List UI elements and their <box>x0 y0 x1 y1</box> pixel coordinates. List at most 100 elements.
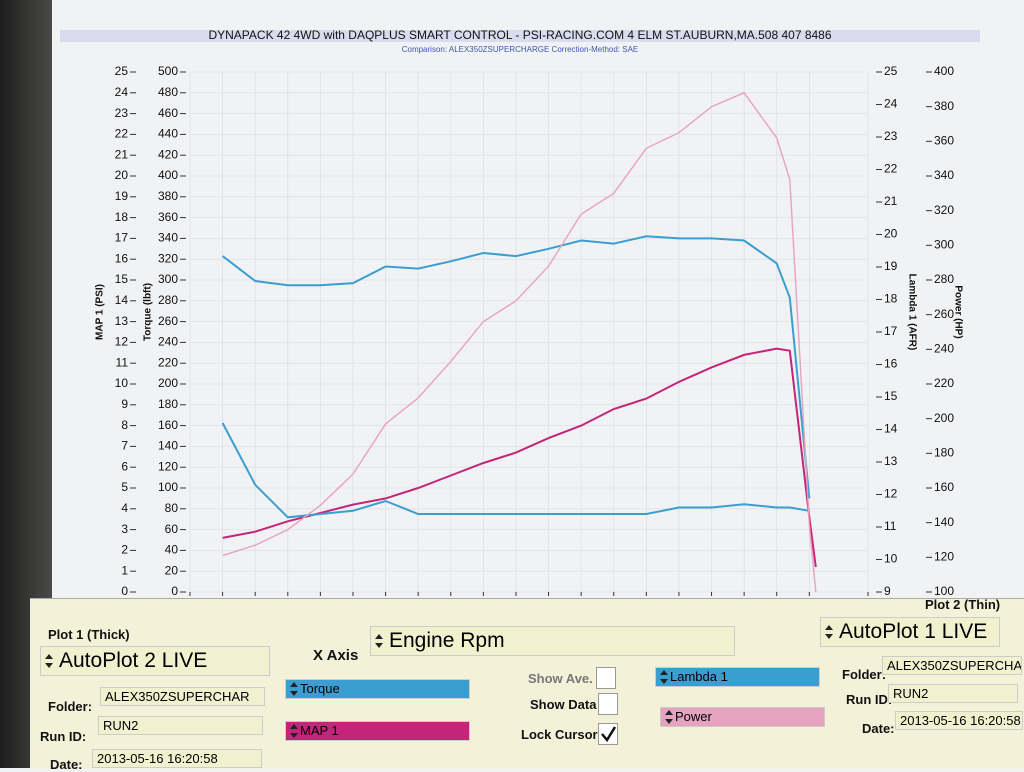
y-tick-label: 12 <box>884 487 898 501</box>
y-tick-label: 360 <box>158 210 178 224</box>
y-tick-label: 140 <box>934 515 954 529</box>
channel-select[interactable]: Torque <box>285 679 470 699</box>
x-axis-label: X Axis <box>313 647 359 664</box>
y-tick-label: 10 <box>115 376 129 390</box>
y-axis-label: Lambda 1 (AFR) <box>906 274 917 351</box>
y-axis-label: Torque (lbft) <box>143 283 154 341</box>
y-tick-label: 22 <box>884 162 898 176</box>
control-panel: Plot 1 (Thick) AutoPlot 2 LIVE Folder: A… <box>30 597 1024 772</box>
y-tick-label: 9 <box>121 397 128 411</box>
y-tick-label: 400 <box>934 64 954 78</box>
y-tick-label: 280 <box>158 293 178 307</box>
y-tick-label: 15 <box>884 389 898 403</box>
y-tick-label: 480 <box>158 85 178 99</box>
series-line <box>221 422 810 519</box>
checkbox[interactable] <box>596 667 616 689</box>
y-tick-label: 19 <box>115 189 129 203</box>
y-tick-label: 180 <box>934 446 954 460</box>
y-tick-label: 140 <box>158 439 178 453</box>
x-axis-select[interactable]: Engine Rpm <box>370 626 735 656</box>
plot1-date-label: Date: <box>50 757 83 772</box>
y-tick-label: 20 <box>165 563 179 577</box>
chart: DYNAPACK 42 4WD with DAQPLUS SMART CONTR… <box>60 28 980 600</box>
y-tick-label: 460 <box>158 106 178 120</box>
y-tick-label: 13 <box>115 314 129 328</box>
series-line <box>222 347 817 568</box>
y-tick-label: 22 <box>115 127 129 141</box>
check-mark <box>601 726 617 743</box>
plot2-date[interactable]: 2013-05-16 16:20:58 <box>895 711 1023 730</box>
y-tick-label: 8 <box>121 418 128 432</box>
y-tick-label: 220 <box>934 376 954 390</box>
y-tick-label: 23 <box>115 106 129 120</box>
y-tick-label: 15 <box>115 272 129 286</box>
y-tick-label: 440 <box>158 127 178 141</box>
plot1-source[interactable]: AutoPlot 2 LIVE <box>40 646 270 676</box>
y-tick-label: 3 <box>121 522 128 536</box>
y-tick-label: 11 <box>884 519 897 533</box>
y-tick-label: 280 <box>934 272 954 286</box>
series-line <box>221 235 811 499</box>
y-tick-label: 2 <box>121 543 128 557</box>
option-label: Show Data <box>530 697 597 712</box>
plot2-date-label: Date: <box>862 721 895 736</box>
plot2-folder[interactable]: ALEX350ZSUPERCHAR <box>882 656 1022 675</box>
y-tick-label: 80 <box>165 501 179 515</box>
y-tick-label: 18 <box>115 210 129 224</box>
option-label: Show Ave. <box>528 671 593 686</box>
y-tick-label: 21 <box>115 147 129 161</box>
y-axis-label: Power (HP) <box>952 285 963 338</box>
y-tick-label: 40 <box>165 543 179 557</box>
plot1-date[interactable]: 2013-05-16 16:20:58 <box>92 749 262 768</box>
y-tick-label: 260 <box>934 307 954 321</box>
y-tick-label: 300 <box>158 272 178 286</box>
y-tick-label: 14 <box>884 422 898 436</box>
y-tick-label: 100 <box>934 584 954 598</box>
chart-title: DYNAPACK 42 4WD with DAQPLUS SMART CONTR… <box>208 28 831 42</box>
y-tick-label: 14 <box>115 293 129 307</box>
y-tick-label: 500 <box>158 64 178 78</box>
y-tick-label: 16 <box>884 357 898 371</box>
y-tick-label: 200 <box>158 376 178 390</box>
y-tick-label: 11 <box>116 355 129 369</box>
y-tick-label: 380 <box>934 99 954 113</box>
y-tick-label: 100 <box>158 480 178 494</box>
y-tick-label: 400 <box>158 168 178 182</box>
y-tick-label: 320 <box>158 251 178 265</box>
y-tick-label: 19 <box>884 259 898 273</box>
y-tick-label: 0 <box>121 584 128 598</box>
y-tick-label: 240 <box>934 342 954 356</box>
y-tick-label: 18 <box>884 292 898 306</box>
y-tick-label: 120 <box>934 550 954 564</box>
plot2-folder-label: Folder: <box>842 667 887 682</box>
channel-select[interactable]: Power <box>660 707 825 727</box>
y-tick-label: 120 <box>158 459 178 473</box>
plot2-source[interactable]: AutoPlot 1 LIVE <box>820 617 1000 647</box>
plot1-title: Plot 1 (Thick) <box>48 627 130 642</box>
y-tick-label: 5 <box>121 480 128 494</box>
checkbox[interactable] <box>598 723 618 745</box>
series-line <box>222 91 817 593</box>
plot1-run[interactable]: RUN2 <box>98 716 263 735</box>
y-tick-label: 320 <box>934 203 954 217</box>
y-tick-label: 300 <box>934 238 954 252</box>
y-tick-label: 10 <box>884 552 898 566</box>
channel-select[interactable]: Lambda 1 <box>655 667 820 687</box>
y-tick-label: 1 <box>121 563 128 577</box>
y-tick-label: 17 <box>115 231 129 245</box>
y-tick-label: 23 <box>884 129 898 143</box>
checkbox[interactable] <box>598 693 618 715</box>
y-axis-label: MAP 1 (PSI) <box>95 284 106 340</box>
y-tick-label: 360 <box>934 134 954 148</box>
channel-select[interactable]: MAP 1 <box>285 721 470 741</box>
y-tick-label: 160 <box>158 418 178 432</box>
y-tick-label: 4 <box>121 501 128 515</box>
plot1-folder[interactable]: ALEX350ZSUPERCHAR <box>100 687 265 706</box>
y-tick-label: 20 <box>884 227 898 241</box>
y-tick-label: 220 <box>158 355 178 369</box>
plot2-run[interactable]: RUN2 <box>888 684 1018 703</box>
y-tick-label: 7 <box>121 439 128 453</box>
plot1-folder-label: Folder: <box>48 699 93 714</box>
y-tick-label: 200 <box>934 411 954 425</box>
